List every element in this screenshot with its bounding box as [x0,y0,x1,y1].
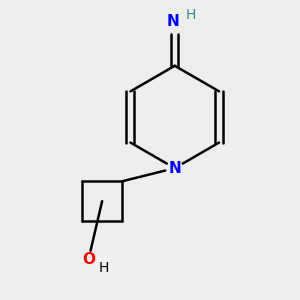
Text: N: N [167,14,179,29]
Text: H: H [185,8,196,22]
Text: H: H [99,261,109,275]
Text: N: N [168,161,181,176]
Text: O: O [83,253,96,268]
